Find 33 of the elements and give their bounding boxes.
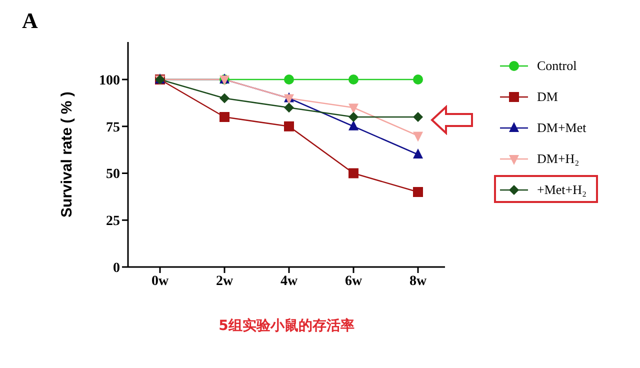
y-tick-label: 0 [113, 260, 120, 276]
point [348, 74, 358, 84]
point [348, 168, 358, 178]
y-tick-label: 25 [106, 214, 120, 230]
x-tick-label: 0w [151, 274, 170, 289]
point [284, 74, 294, 84]
point [413, 132, 423, 142]
x-tick-label: 4w [280, 274, 298, 289]
y-tick-label: 100 [99, 73, 120, 88]
y-tick-label: 75 [106, 120, 120, 136]
y-tick-label: 50 [106, 167, 120, 182]
legend-label: DM+Met [537, 120, 586, 136]
x-axis-title: 5组实验小鼠的存活率 [218, 317, 354, 334]
legend-label: Control [537, 58, 577, 74]
point [348, 120, 358, 130]
x-tick-label: 2w [216, 274, 234, 289]
point [413, 112, 423, 122]
legend-label: DM+H₂ [537, 150, 580, 166]
legend-label: +Met+H₂ [537, 182, 587, 198]
point [220, 112, 230, 122]
legend-label: DM [537, 88, 558, 104]
point [413, 74, 423, 84]
y-axis-title: Survival rate ( % ) [58, 92, 76, 218]
point [284, 121, 294, 132]
point [348, 104, 358, 114]
point [348, 112, 358, 122]
point [284, 102, 294, 113]
x-tick-label: 6w [344, 274, 363, 289]
point [413, 148, 423, 158]
panel-letter: A [22, 8, 38, 34]
point [220, 93, 230, 104]
point [413, 187, 423, 197]
x-tick-label: 8w [409, 274, 428, 289]
